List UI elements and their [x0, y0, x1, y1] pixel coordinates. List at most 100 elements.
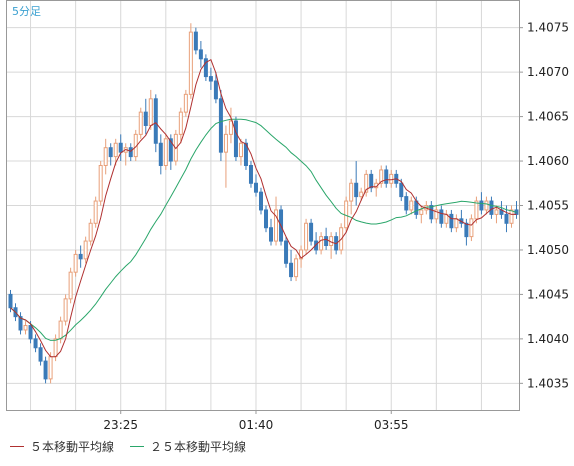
candle-body — [78, 253, 83, 260]
candle-body — [284, 240, 289, 264]
candle-body — [173, 133, 178, 162]
candle-body — [299, 249, 304, 260]
candle-body — [484, 200, 489, 211]
candle-body — [73, 253, 78, 273]
legend-label-ma25: ２５本移動平均線 — [150, 440, 247, 454]
candles-layer — [8, 23, 519, 384]
candle-body — [399, 182, 404, 198]
moving-averages-layer — [10, 58, 517, 358]
ma5-swatch — [10, 446, 24, 447]
candle-body — [193, 31, 198, 51]
candle-body — [248, 164, 253, 184]
candle-body — [168, 138, 173, 162]
y-tick-label: 1.4070 — [527, 65, 569, 79]
candle-body — [489, 200, 494, 215]
candle-body — [198, 49, 203, 60]
candle-body — [253, 182, 258, 193]
candle-body — [384, 169, 389, 184]
candle-body — [153, 98, 158, 144]
x-tick-label: 03:55 — [374, 418, 409, 432]
candle-body — [504, 213, 509, 224]
candle-body — [309, 222, 314, 242]
axes-layer: 1.4035 1.4040 1.4045 1.4050 1.4055 1.4060 1.40… — [103, 21, 569, 432]
candle-body — [108, 147, 113, 158]
candle-body — [158, 142, 163, 166]
candle-body — [494, 209, 499, 215]
candle-body — [103, 147, 108, 166]
candle-body — [264, 209, 269, 229]
candle-body — [148, 98, 153, 126]
candle-body — [118, 142, 123, 153]
y-tick-label: 1.4075 — [527, 21, 569, 35]
candle-body — [269, 227, 274, 242]
candle-body — [138, 111, 143, 135]
candle-body — [434, 209, 439, 220]
ma25-line — [10, 118, 517, 341]
x-tick-label: 01:40 — [239, 418, 274, 432]
candle-body — [294, 258, 299, 278]
candle-body — [349, 182, 354, 202]
candle-body — [324, 236, 329, 247]
candle-body — [369, 173, 374, 189]
y-tick-label: 1.4050 — [527, 243, 569, 257]
candle-body — [354, 182, 359, 198]
candle-body — [63, 298, 68, 322]
candle-body — [98, 164, 103, 202]
candle-body — [163, 138, 168, 166]
candle-body — [319, 236, 324, 251]
candle-body — [178, 111, 183, 135]
ma5-line — [10, 58, 517, 358]
candle-body — [203, 58, 208, 78]
candle-body — [439, 209, 444, 224]
candle-body — [243, 142, 248, 166]
candle-body — [238, 142, 243, 158]
candle-body — [228, 120, 233, 135]
candle-body — [128, 147, 133, 158]
y-tick-label: 1.4060 — [527, 154, 569, 168]
candle-body — [68, 271, 73, 300]
candle-body — [509, 209, 514, 224]
candle-body — [83, 240, 88, 260]
candle-body — [449, 213, 454, 229]
candle-body — [38, 347, 43, 362]
candle-body — [18, 316, 23, 331]
candle-body — [274, 209, 279, 242]
candle-body — [304, 222, 309, 251]
candle-body — [28, 325, 33, 340]
candle-body — [93, 200, 98, 224]
candle-body — [454, 218, 459, 229]
candle-body — [188, 31, 193, 95]
y-tick-label: 1.4065 — [527, 110, 569, 124]
candle-body — [479, 200, 484, 211]
candle-body — [419, 209, 424, 215]
candle-body — [409, 200, 414, 211]
candle-body — [218, 98, 223, 153]
candle-body — [364, 173, 369, 193]
candle-body — [289, 262, 294, 278]
candle-body — [429, 205, 434, 220]
candle-body — [143, 111, 148, 126]
candle-body — [233, 120, 238, 158]
candle-body — [464, 222, 469, 238]
y-tick-label: 1.4055 — [527, 199, 569, 213]
timeframe-label: 5分足 — [12, 5, 41, 18]
candle-body — [23, 325, 28, 331]
candle-body — [223, 133, 228, 153]
legend-item-ma5: ５本移動平均線 — [10, 438, 114, 455]
candle-body — [414, 200, 419, 215]
candle-body — [8, 293, 13, 309]
ma25-swatch — [130, 446, 145, 447]
candle-body — [183, 93, 188, 113]
candle-body — [469, 218, 474, 238]
candle-body — [43, 360, 48, 380]
candle-body — [474, 200, 479, 220]
legend-label-ma5: ５本移動平均線 — [30, 440, 115, 454]
candle-body — [53, 338, 58, 358]
y-tick-label: 1.4040 — [527, 332, 569, 346]
x-tick-label: 23:25 — [103, 418, 138, 432]
candle-body — [258, 191, 263, 211]
candle-body — [58, 320, 63, 340]
y-tick-label: 1.4045 — [527, 287, 569, 301]
